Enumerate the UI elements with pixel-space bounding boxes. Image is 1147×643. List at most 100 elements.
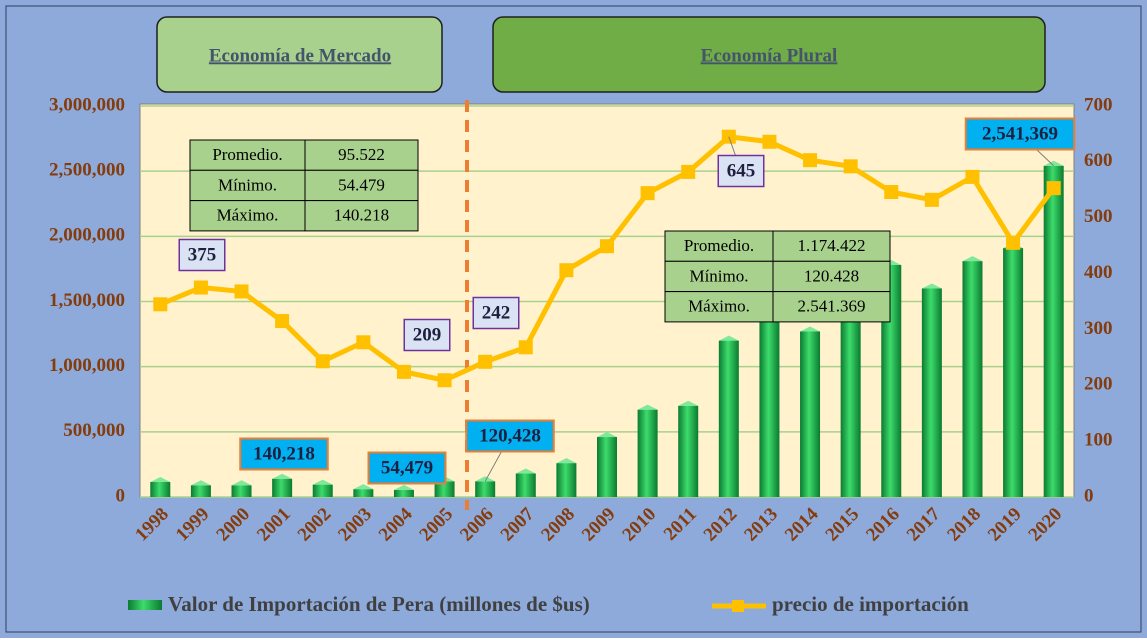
marker <box>518 340 533 355</box>
bar-top <box>231 480 252 486</box>
bar <box>1043 165 1064 497</box>
bar <box>800 331 821 497</box>
y2-tick-label: 100 <box>1084 430 1113 451</box>
data-label-box <box>239 437 329 471</box>
bar <box>353 489 374 497</box>
y2-tick-label: 0 <box>1084 485 1094 506</box>
bar-top <box>393 484 414 490</box>
bar <box>272 478 293 497</box>
marker <box>681 164 696 179</box>
table-text: Mínimo. <box>218 175 277 194</box>
marker <box>600 239 614 254</box>
legend-label: precio de importación <box>772 592 969 616</box>
bar-top <box>597 432 617 438</box>
bar-top <box>272 473 293 479</box>
legend-label: Valor de Importación de Pera (millones d… <box>168 592 590 616</box>
marker <box>559 263 574 278</box>
y-tick-label: 0 <box>116 485 126 506</box>
y-tick-label: 2,500,000 <box>49 160 125 181</box>
bar-top <box>150 477 171 483</box>
data-label-box <box>465 419 555 453</box>
bar-top <box>1043 160 1064 166</box>
bar <box>393 489 414 497</box>
bar <box>637 409 658 497</box>
marker <box>1006 235 1021 250</box>
table-text: Máximo. <box>217 206 279 225</box>
table-cell <box>304 169 419 202</box>
marker <box>965 169 980 184</box>
bar <box>312 484 333 497</box>
y2-tick-label: 600 <box>1084 150 1113 171</box>
y-tick-label: 1,500,000 <box>49 290 125 311</box>
bar <box>150 482 171 497</box>
marker <box>924 192 939 207</box>
y2-tick-label: 400 <box>1084 262 1113 283</box>
bar <box>556 463 577 497</box>
marker <box>884 185 899 200</box>
bar <box>881 265 902 497</box>
data-label-box <box>403 318 451 352</box>
bar-top <box>353 484 374 490</box>
y-tick-label: 3,000,000 <box>49 94 125 115</box>
y2-tick-label: 500 <box>1084 206 1113 227</box>
bar <box>962 261 983 497</box>
data-label: 140,218 <box>253 443 315 464</box>
marker <box>640 186 655 201</box>
section-label: Economía Plural <box>701 45 838 66</box>
bar-top <box>312 479 333 485</box>
table-cell <box>772 260 891 293</box>
table-text: Máximo. <box>688 297 750 316</box>
bar <box>231 485 252 497</box>
legend-swatch <box>732 600 744 612</box>
marker <box>1046 181 1061 196</box>
overlay: 140,218 54,479 120,428 2,541,369 375 209 242 64… <box>153 117 1076 485</box>
bar <box>759 314 780 497</box>
bar <box>434 481 455 497</box>
legend-swatch <box>128 600 162 610</box>
data-label: 375 <box>188 244 217 265</box>
y2-tick-label: 700 <box>1084 94 1113 115</box>
marker <box>193 280 208 295</box>
data-label: 242 <box>482 302 511 323</box>
bar-top <box>475 476 496 482</box>
bar <box>597 437 617 497</box>
data-label: 2,541,369 <box>982 123 1058 144</box>
bar-top <box>921 283 942 289</box>
data-label-box <box>178 238 226 272</box>
data-label-box <box>717 154 765 188</box>
table-cell <box>189 139 306 171</box>
marker <box>234 284 249 299</box>
marker <box>478 354 493 369</box>
bar-top <box>190 480 211 486</box>
bar-top <box>637 404 658 410</box>
table-cell <box>189 169 306 202</box>
table-text: Promedio. <box>684 236 754 255</box>
marker <box>315 354 330 369</box>
marker <box>762 134 777 149</box>
table-cell <box>189 200 306 232</box>
marker <box>153 297 168 312</box>
table-text: 54.479 <box>338 175 385 194</box>
bar <box>840 314 861 497</box>
table-text: 120.428 <box>804 266 859 285</box>
bar <box>921 288 942 497</box>
data-label: 120,428 <box>479 425 541 446</box>
data-label-box <box>367 451 447 485</box>
table-text: Promedio. <box>212 145 282 164</box>
bar-top <box>556 458 577 464</box>
bar-top <box>800 326 821 332</box>
bar <box>190 485 211 497</box>
bar <box>475 481 496 497</box>
data-label-box <box>964 117 1076 151</box>
y-tick-label: 1,000,000 <box>49 355 125 376</box>
bar <box>718 340 739 497</box>
marker <box>275 314 290 329</box>
marker <box>803 153 818 168</box>
bar <box>1003 248 1024 497</box>
y2-tick-label: 200 <box>1084 374 1113 395</box>
data-label: 209 <box>413 324 442 345</box>
data-label: 54,479 <box>381 457 433 478</box>
frame <box>5 5 1142 633</box>
table-text: 95.522 <box>338 145 385 164</box>
